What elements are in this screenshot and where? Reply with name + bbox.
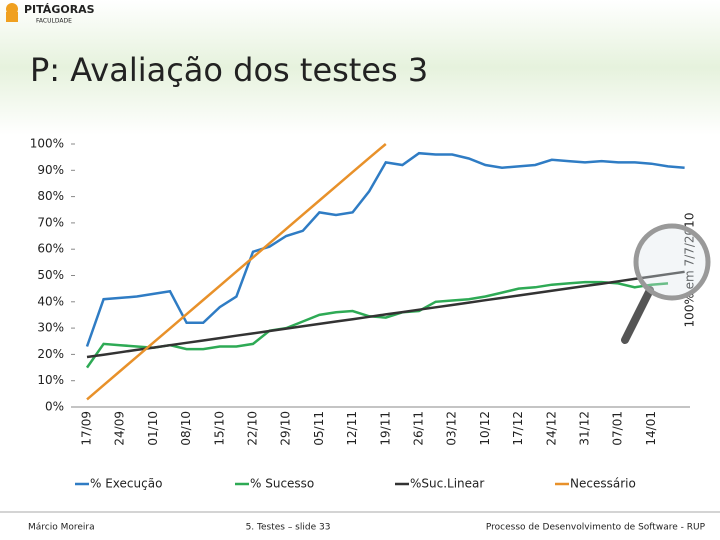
magnifier <box>621 223 711 344</box>
slide-title: P: Avaliação dos testes 3 <box>30 51 428 89</box>
footer-right: Processo de Desenvolvimento de Software … <box>486 523 706 533</box>
y-tick-label: 60% <box>37 242 64 256</box>
x-tick-label: 29/10 <box>279 411 293 446</box>
y-tick-label: 30% <box>37 321 64 335</box>
x-tick-label: 01/10 <box>146 411 160 446</box>
y-tick-label: 10% <box>37 373 64 387</box>
logo-icon <box>6 12 18 22</box>
logo: PITÁGORAS FACULDADE <box>6 3 95 25</box>
y-tick-label: 80% <box>37 189 64 203</box>
x-tick-label: 17/09 <box>80 411 94 446</box>
x-tick-label: 26/11 <box>412 411 426 446</box>
x-tick-label: 22/10 <box>246 411 260 446</box>
y-tick-label: 0% <box>45 400 64 414</box>
x-tick-label: 07/01 <box>611 411 625 446</box>
x-tick-label: 03/12 <box>445 411 459 446</box>
legend-label: % Execução <box>90 477 162 491</box>
magnifier-handle <box>621 286 654 344</box>
series-line <box>85 280 669 369</box>
series-line <box>86 270 685 359</box>
x-tick-label: 17/12 <box>511 411 525 446</box>
x-tick-label: 15/10 <box>212 411 226 446</box>
y-tick-label: 90% <box>37 163 64 177</box>
legend-label: Necessário <box>570 477 636 491</box>
logo-sub: FACULDADE <box>36 18 72 25</box>
x-tick-label: 19/11 <box>378 411 392 446</box>
legend-label: % Sucesso <box>250 477 314 491</box>
x-tick-label: 08/10 <box>179 411 193 446</box>
plot: 0% 10% 20% 30% 40% 50% 60% 70% 80% 90% 100% 17/09 24… <box>30 137 690 446</box>
footer-left: Márcio Moreira <box>28 523 95 533</box>
footer-center: 5. Testes – slide 33 <box>246 523 331 533</box>
x-tick-label: 24/09 <box>113 411 127 446</box>
y-tick-label: 100% <box>30 137 64 151</box>
logo-name: PITÁGORAS <box>24 3 95 16</box>
annotation: 100% em 7/7/2010 <box>683 213 697 328</box>
y-tick-label: 40% <box>37 294 64 308</box>
magnifier-lens <box>633 223 711 301</box>
x-tick-label: 24/12 <box>544 411 558 446</box>
x-tick-label: 10/12 <box>478 411 492 446</box>
legend-label: %Suc.Linear <box>410 477 484 491</box>
header-band <box>0 0 720 135</box>
x-tick-label: 14/01 <box>644 411 658 446</box>
x-tick-label: 31/12 <box>578 411 592 446</box>
x-tick-label: 12/11 <box>345 411 359 446</box>
y-tick-label: 50% <box>37 268 64 282</box>
series-line <box>86 143 387 401</box>
series-line <box>85 151 685 347</box>
y-tick-label: 20% <box>37 347 64 361</box>
x-tick-label: 05/11 <box>312 411 326 446</box>
y-tick-label: 70% <box>37 215 64 229</box>
